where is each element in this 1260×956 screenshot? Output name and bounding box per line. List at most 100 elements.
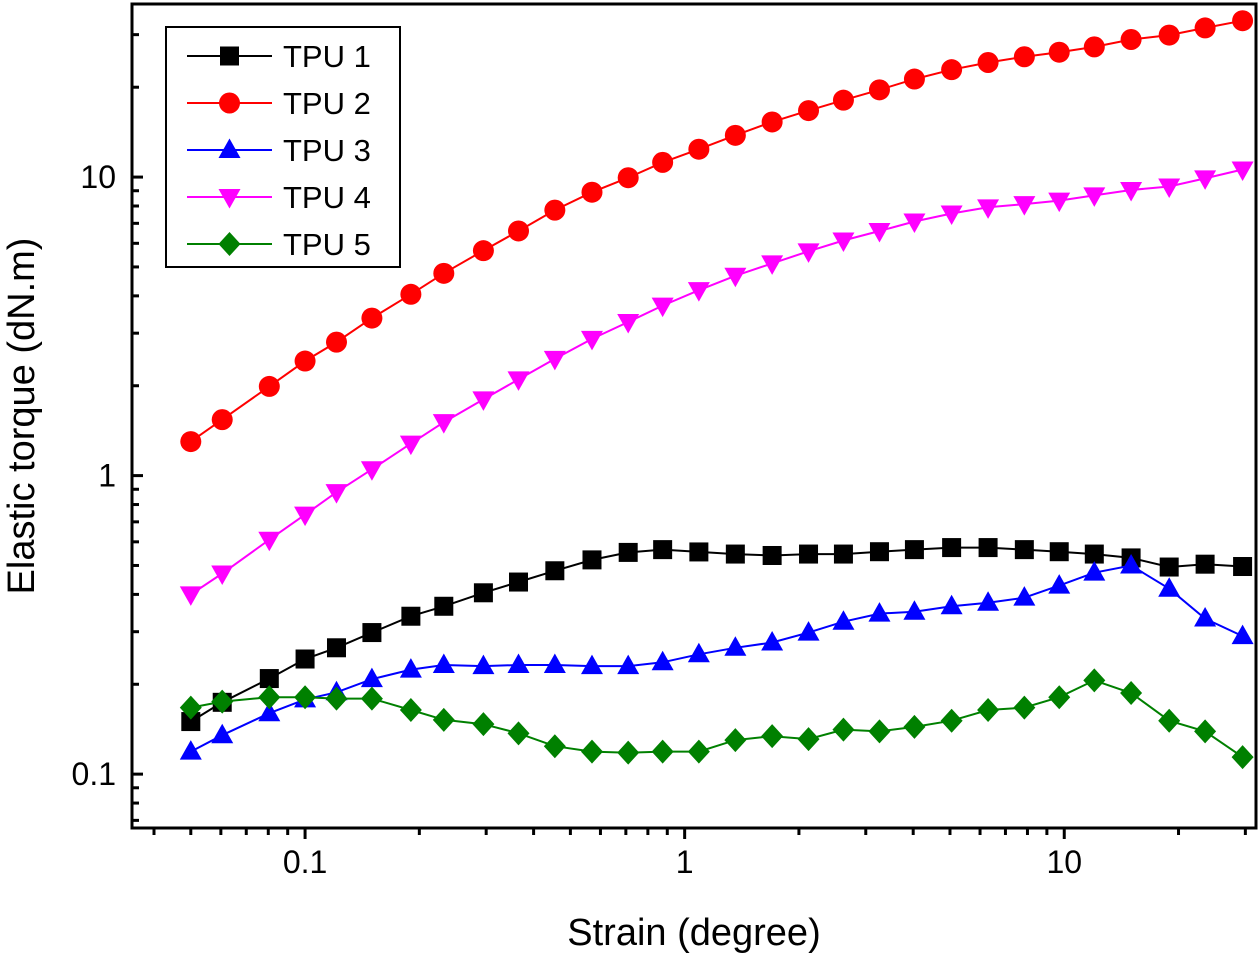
data-point-tpu-3 bbox=[617, 654, 640, 675]
data-point-tpu-2 bbox=[798, 100, 820, 122]
data-point-tpu-1 bbox=[295, 649, 315, 669]
data-point-tpu-2 bbox=[433, 262, 455, 284]
data-point-tpu-2 bbox=[1194, 17, 1216, 39]
data-point-tpu-4 bbox=[977, 199, 1000, 219]
series-line-tpu-3 bbox=[190, 564, 1244, 753]
data-point-tpu-5 bbox=[472, 712, 495, 737]
data-point-tpu-3 bbox=[977, 591, 1000, 611]
data-point-tpu-2 bbox=[832, 89, 854, 111]
data-point-tpu-2 bbox=[361, 307, 383, 329]
legend-marker bbox=[218, 189, 241, 209]
legend-label: TPU 1 bbox=[283, 39, 371, 74]
data-point-tpu-3 bbox=[432, 653, 455, 674]
data-point-tpu-2 bbox=[617, 167, 639, 189]
data-point-tpu-3 bbox=[258, 701, 281, 722]
data-point-tpu-5 bbox=[258, 685, 281, 710]
data-point-tpu-4 bbox=[832, 232, 855, 253]
data-point-tpu-3 bbox=[687, 642, 710, 663]
legend-marker bbox=[218, 232, 241, 256]
series-tpu-4 bbox=[179, 161, 1254, 606]
data-point-tpu-1 bbox=[1195, 554, 1215, 574]
y-tick-label: 1 bbox=[98, 458, 116, 494]
data-point-tpu-3 bbox=[761, 631, 784, 651]
legend-label: TPU 5 bbox=[283, 227, 371, 262]
data-point-tpu-1 bbox=[401, 606, 421, 626]
data-point-tpu-2 bbox=[1120, 28, 1142, 50]
data-point-tpu-1 bbox=[833, 544, 853, 564]
data-point-tpu-2 bbox=[1048, 41, 1070, 63]
data-point-tpu-2 bbox=[688, 138, 710, 160]
data-point-tpu-4 bbox=[179, 586, 202, 606]
data-point-tpu-3 bbox=[903, 600, 926, 620]
data-point-tpu-2 bbox=[724, 124, 746, 146]
data-point-tpu-5 bbox=[832, 717, 855, 742]
data-point-tpu-4 bbox=[258, 531, 281, 552]
data-point-tpu-1 bbox=[942, 538, 962, 558]
data-point-tpu-5 bbox=[617, 740, 640, 765]
data-point-tpu-4 bbox=[687, 282, 710, 302]
data-point-tpu-4 bbox=[432, 414, 455, 434]
data-point-tpu-3 bbox=[507, 653, 530, 674]
data-point-tpu-2 bbox=[508, 220, 530, 242]
data-point-tpu-2 bbox=[868, 79, 890, 101]
data-point-tpu-3 bbox=[472, 654, 495, 675]
data-point-tpu-5 bbox=[543, 734, 566, 759]
data-point-tpu-5 bbox=[977, 697, 1000, 722]
legend-item-tpu-2: TPU 2 bbox=[187, 86, 371, 121]
data-point-tpu-2 bbox=[1083, 36, 1105, 58]
data-point-tpu-4 bbox=[797, 243, 820, 263]
legend-marker bbox=[219, 92, 240, 114]
legend-label: TPU 3 bbox=[283, 133, 371, 168]
data-point-tpu-1 bbox=[725, 544, 745, 564]
data-point-tpu-1 bbox=[799, 544, 819, 564]
data-point-tpu-4 bbox=[1013, 196, 1036, 216]
data-point-tpu-5 bbox=[211, 689, 234, 714]
data-point-tpu-2 bbox=[472, 240, 494, 262]
data-point-tpu-2 bbox=[941, 59, 963, 81]
data-point-tpu-2 bbox=[211, 409, 233, 431]
legend-item-tpu-4: TPU 4 bbox=[187, 180, 371, 215]
data-point-tpu-1 bbox=[1084, 544, 1104, 564]
data-point-tpu-3 bbox=[1120, 553, 1143, 574]
y-tick-label: 0.1 bbox=[72, 756, 116, 792]
data-point-tpu-5 bbox=[1013, 695, 1036, 720]
data-point-tpu-5 bbox=[797, 727, 820, 752]
data-point-tpu-1 bbox=[618, 542, 638, 562]
data-point-tpu-4 bbox=[507, 371, 530, 391]
data-point-tpu-5 bbox=[179, 695, 202, 720]
data-point-tpu-5 bbox=[432, 707, 455, 732]
data-point-tpu-3 bbox=[543, 653, 566, 674]
data-point-tpu-3 bbox=[360, 667, 383, 688]
data-point-tpu-5 bbox=[687, 739, 710, 764]
legend-item-tpu-3: TPU 3 bbox=[187, 133, 371, 168]
data-point-tpu-1 bbox=[904, 540, 924, 560]
x-tick-label: 10 bbox=[1046, 844, 1082, 880]
data-point-tpu-3 bbox=[1194, 607, 1217, 627]
data-point-tpu-5 bbox=[580, 739, 603, 764]
data-point-tpu-4 bbox=[294, 506, 317, 527]
data-point-tpu-3 bbox=[399, 658, 422, 678]
data-point-tpu-2 bbox=[258, 375, 280, 397]
series-line-tpu-1 bbox=[190, 546, 1243, 723]
data-point-tpu-4 bbox=[1194, 170, 1217, 190]
legend-item-tpu-5: TPU 5 bbox=[187, 227, 371, 262]
data-point-tpu-4 bbox=[472, 391, 495, 411]
data-point-tpu-5 bbox=[1194, 719, 1217, 744]
data-point-tpu-5 bbox=[940, 708, 963, 733]
data-point-tpu-1 bbox=[582, 550, 602, 570]
data-point-tpu-3 bbox=[1013, 586, 1036, 606]
data-point-tpu-2 bbox=[180, 431, 202, 453]
data-point-tpu-5 bbox=[651, 739, 674, 764]
data-point-tpu-4 bbox=[651, 297, 674, 318]
x-axis: 0.1 1 10 bbox=[152, 828, 1247, 880]
series-tpu-3 bbox=[179, 553, 1254, 760]
data-point-tpu-4 bbox=[617, 313, 640, 334]
data-point-tpu-5 bbox=[868, 719, 891, 744]
data-point-tpu-5 bbox=[507, 721, 530, 746]
data-point-tpu-2 bbox=[1013, 46, 1035, 68]
series-tpu-2 bbox=[180, 10, 1254, 453]
legend-label: TPU 2 bbox=[283, 86, 371, 121]
data-point-tpu-5 bbox=[360, 686, 383, 711]
data-point-tpu-3 bbox=[1048, 574, 1071, 594]
series-tpu-5 bbox=[179, 668, 1254, 770]
